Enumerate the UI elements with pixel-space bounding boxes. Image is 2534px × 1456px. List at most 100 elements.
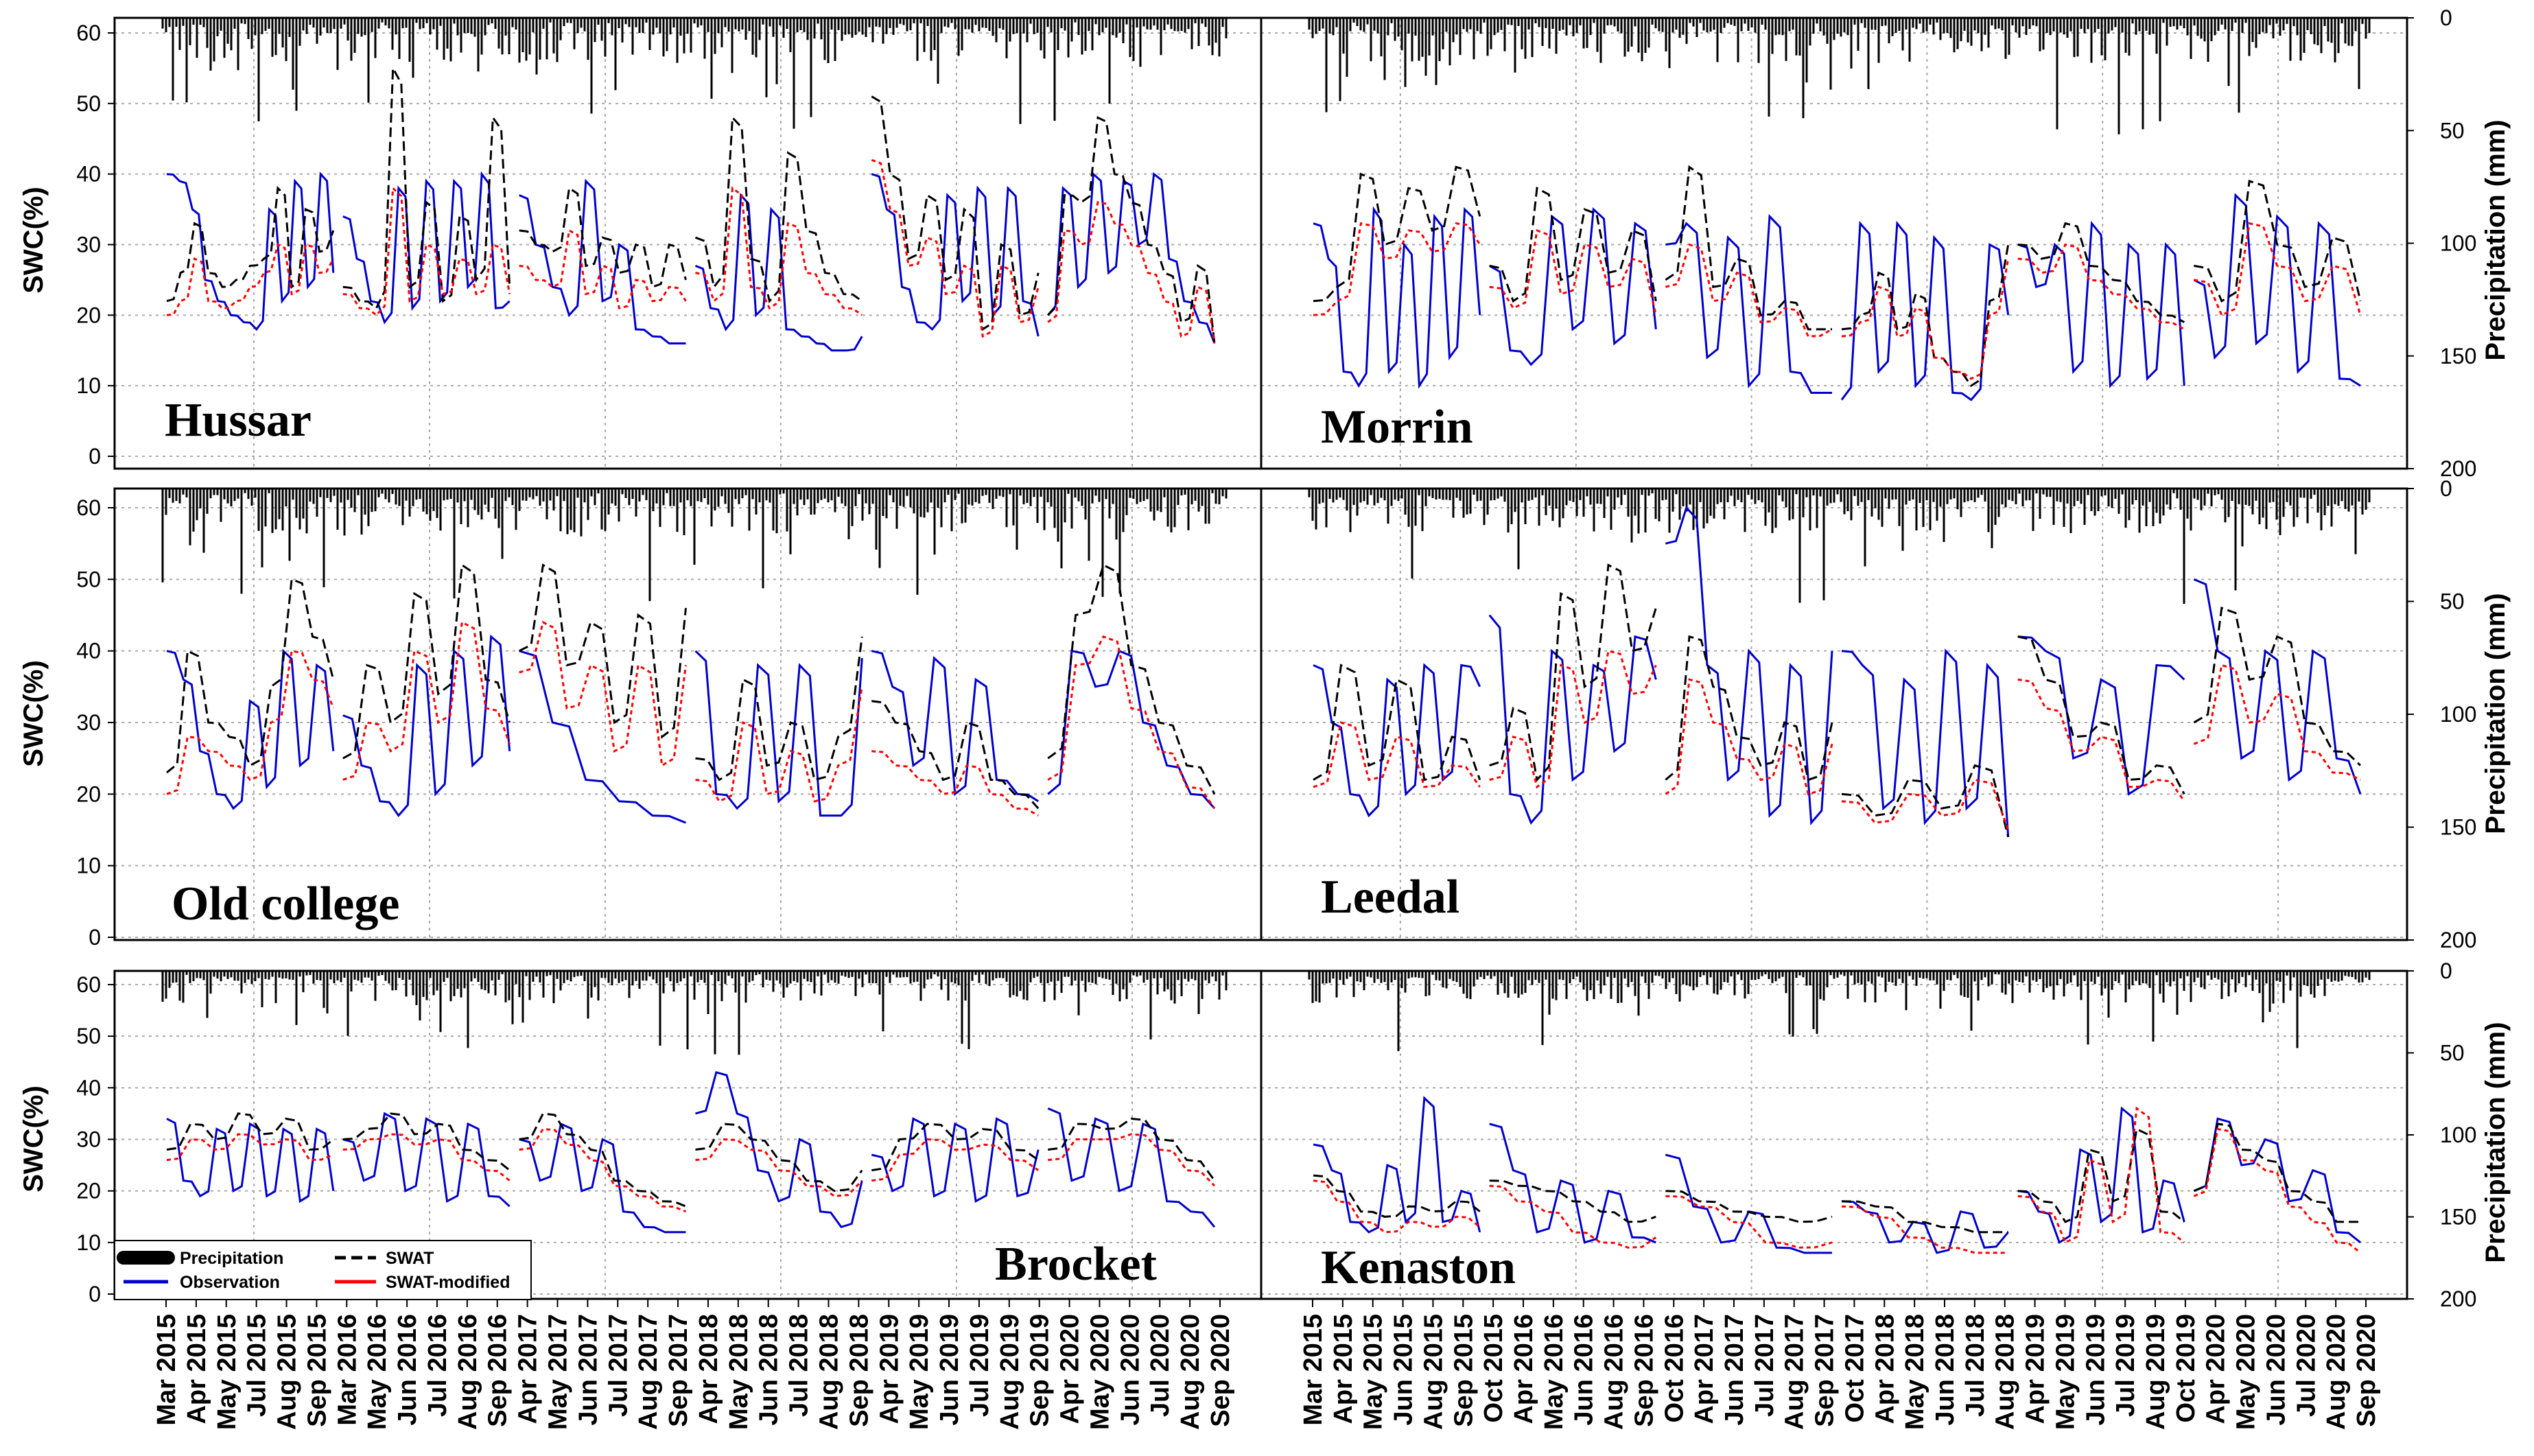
x-tick-label: Aug 2020 — [2322, 1314, 2351, 1430]
observation-line — [1840, 220, 2010, 401]
x-tick-label: Aug 2018 — [815, 1314, 844, 1430]
y-tick-label-right: 0 — [2440, 959, 2452, 983]
x-tick-label: Mar 2015 — [152, 1314, 181, 1426]
x-tick-label: Jun 2019 — [2081, 1314, 2110, 1426]
swat-modified-line — [871, 158, 1040, 338]
swat-modified-line — [2193, 664, 2361, 781]
y-tick-label-left: 60 — [76, 495, 101, 520]
swat-line — [871, 1123, 1040, 1172]
y-tick-label-left: 50 — [76, 567, 101, 591]
observation-line — [342, 1112, 511, 1208]
observation-line — [1313, 1096, 1481, 1234]
swat-line — [1047, 116, 1216, 344]
swat-line — [1665, 165, 1832, 331]
observation-line — [1665, 1153, 1832, 1254]
observation-line — [694, 192, 863, 352]
precipitation-bars — [1308, 489, 2371, 604]
x-tick-label: Aug 2020 — [1176, 1314, 1205, 1430]
swat-modified-line — [342, 1133, 511, 1182]
x-tick-label: Oct 2019 — [2172, 1314, 2201, 1422]
x-tick-label: Oct 2016 — [1660, 1314, 1689, 1422]
x-tick-label: Apr 2020 — [1056, 1314, 1085, 1424]
y-tick-label-left: 0 — [89, 1282, 101, 1306]
swat-line — [1841, 1200, 2008, 1234]
x-tick-label: Sep 2019 — [1026, 1314, 1055, 1427]
site-label-hussar: Hussar — [165, 394, 312, 447]
observation-line — [2017, 1106, 2185, 1245]
x-tick-label: Jun 2018 — [755, 1314, 784, 1426]
swat-modified-line — [1841, 778, 2010, 831]
legend: Precipitation Observation SWAT SWAT-modi… — [114, 1240, 532, 1300]
observation-line — [2017, 635, 2185, 796]
y-tick-label-left: 30 — [76, 233, 101, 257]
y-tick-label-left: 10 — [76, 1230, 101, 1255]
swat-line — [519, 563, 687, 739]
y-tick-label-left: 60 — [76, 972, 101, 997]
panel-hussar — [115, 18, 1261, 469]
x-tick-label: Aug 2017 — [634, 1314, 663, 1430]
swat-modified-line — [1313, 222, 1481, 316]
swat-modified-line — [871, 750, 1039, 817]
swat-line — [695, 1123, 863, 1193]
y-tick-label-left: 10 — [76, 854, 101, 878]
observation-line — [519, 1122, 686, 1234]
observation-line — [1047, 172, 1216, 344]
swat-modified-line — [1489, 649, 1657, 789]
swat-modified-line — [1047, 201, 1216, 344]
x-tick-label: Jun 2018 — [1931, 1314, 1960, 1426]
y-tick-label-left: 30 — [76, 1127, 101, 1152]
x-tick-label: May 2016 — [363, 1314, 392, 1430]
site-label-leedal: Leedal — [1321, 871, 1459, 924]
swat-modified-line — [1665, 678, 1833, 796]
y-tick-label-right: 50 — [2440, 589, 2465, 614]
x-tick-label: Apr 2015 — [183, 1314, 211, 1424]
swat-modified-line — [342, 620, 511, 781]
x-tick-label: Apr 2020 — [2202, 1314, 2231, 1424]
x-tick-label: Aug 2015 — [273, 1314, 302, 1430]
swat-line — [871, 700, 1040, 810]
x-tick-label: Jun 2016 — [393, 1314, 422, 1426]
site-label-kenaston: Kenaston — [1321, 1241, 1516, 1294]
swat-line — [2194, 179, 2362, 303]
x-tick-label: Mar 2015 — [1299, 1314, 1328, 1426]
swat-modified-line — [695, 686, 863, 803]
x-tick-label: May 2018 — [1901, 1314, 1929, 1430]
precipitation-bars — [1308, 971, 2371, 1051]
observation-line — [1841, 648, 2010, 837]
y-tick-label-left: 40 — [76, 1075, 101, 1100]
y-tick-label-right: 150 — [2440, 344, 2476, 368]
swat-line — [166, 1112, 334, 1151]
x-tick-label: Sep 2016 — [484, 1314, 513, 1427]
observation-line — [871, 173, 1040, 337]
swat-modified-line — [2017, 243, 2185, 331]
swat-line — [2017, 635, 2185, 795]
x-tick-label: Jul 2017 — [604, 1314, 633, 1417]
observation-line — [1313, 206, 1481, 389]
swat-line — [342, 64, 511, 310]
swat-modified-line — [519, 620, 687, 768]
observation-line — [2017, 220, 2185, 388]
site-label-old-college: Old college — [172, 878, 399, 930]
precipitation-bars — [161, 489, 1228, 602]
x-tick-label: May 2015 — [1359, 1314, 1388, 1430]
y-tick-label-right: 150 — [2440, 1205, 2476, 1230]
swat-modified-line — [1047, 635, 1216, 810]
panel-leedal — [1261, 489, 2407, 940]
swat-modified-line — [166, 649, 335, 795]
swat-line — [1489, 563, 1657, 782]
x-tick-label: Apr 2016 — [1510, 1314, 1538, 1424]
swat-line — [2193, 607, 2362, 766]
y-tick-label-right: 150 — [2440, 815, 2476, 840]
observation-line — [166, 648, 335, 810]
site-label-morrin: Morrin — [1321, 401, 1473, 454]
swat-modified-line — [1313, 721, 1481, 788]
observation-line — [2193, 578, 2362, 795]
x-tick-label: Jun 2015 — [1389, 1314, 1418, 1426]
x-tick-label: Apr 2017 — [514, 1314, 543, 1424]
swat-modified-line — [2194, 222, 2362, 317]
x-tick-label: Apr 2017 — [1690, 1314, 1719, 1424]
x-tick-label: Aug 2016 — [1600, 1314, 1629, 1430]
legend-label-observation: Observation — [180, 1273, 280, 1292]
swat-line — [519, 186, 687, 289]
swat-line — [342, 1112, 511, 1171]
